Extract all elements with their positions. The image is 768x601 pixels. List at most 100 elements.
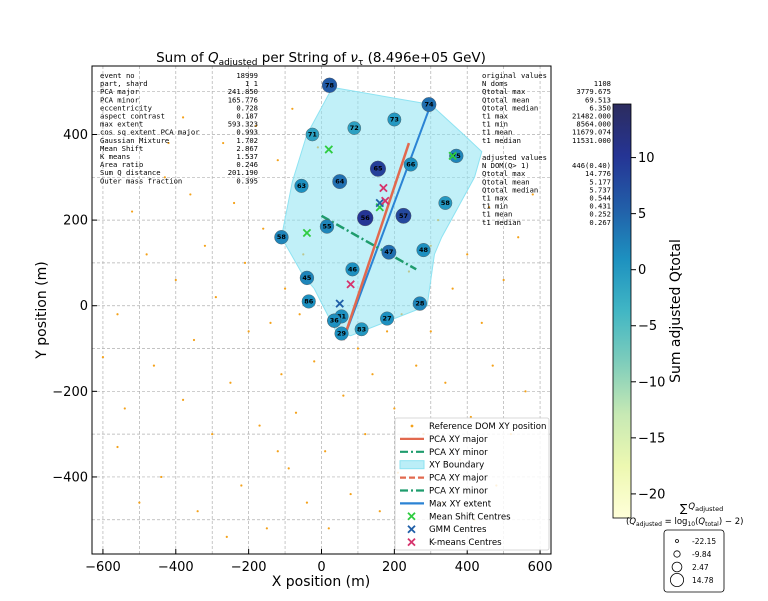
string-markers: 7874737271756566646358555657584748464537… bbox=[274, 77, 464, 341]
legend-label: Max XY extent bbox=[429, 499, 492, 509]
info-key: Outer mass fraction bbox=[100, 176, 182, 185]
legend-label: Mean Shift Centres bbox=[429, 512, 511, 522]
size-legend-entries: -22.15 -9.84 2.47 14.78 bbox=[670, 537, 716, 588]
info-value: 18999 bbox=[236, 71, 258, 80]
reference-dom-point bbox=[222, 141, 225, 145]
reference-dom-point bbox=[232, 201, 236, 205]
y-axis-label: Y position (m) bbox=[34, 261, 50, 359]
reference-dom-point bbox=[415, 364, 418, 367]
legend-label: PCA XY major bbox=[429, 474, 488, 484]
info-key: PCA minor bbox=[100, 95, 140, 104]
max-xy-extent-line bbox=[342, 104, 432, 341]
x-tick-label: 200 bbox=[382, 560, 407, 575]
string-marker bbox=[387, 112, 402, 127]
info-value: 0.431 bbox=[589, 202, 611, 211]
legend-box bbox=[394, 417, 550, 551]
size-legend-label: -22.15 bbox=[692, 537, 716, 546]
size-legend-circle bbox=[675, 539, 679, 543]
reference-dom-point bbox=[280, 373, 283, 376]
info-key: N DOM(Q> 1) bbox=[482, 161, 530, 170]
reference-dom-point bbox=[181, 398, 185, 401]
reference-dom-point bbox=[480, 321, 483, 324]
x-axis-label: X position (m) bbox=[272, 574, 371, 590]
string-id-label: 86 bbox=[304, 297, 314, 305]
string-id-label: 81 bbox=[337, 312, 347, 320]
size-legend: ∑Qadjusted (Qadjusted = log10(Qtotal) − … bbox=[626, 502, 743, 593]
string-marker bbox=[416, 243, 431, 258]
reference-dom-point bbox=[517, 236, 520, 239]
info-value: 241.850 bbox=[228, 87, 258, 96]
info-key: t1 max bbox=[482, 194, 509, 203]
info-key: K means bbox=[100, 152, 130, 161]
string-id-label: 48 bbox=[419, 246, 429, 254]
reference-dom-point bbox=[265, 527, 268, 530]
string-marker bbox=[299, 270, 315, 286]
colorbar-tick-label: −15 bbox=[638, 431, 665, 446]
reference-dom-point bbox=[313, 360, 316, 363]
legend-label: PCA XY minor bbox=[429, 487, 488, 497]
info-value: 0.252 bbox=[589, 210, 611, 219]
plot-area: 7874737271756566646358555657584748464537… bbox=[52, 65, 552, 575]
x-tick-label: −200 bbox=[231, 560, 267, 575]
reference-dom-point bbox=[225, 535, 228, 538]
y-tick-label: 0 bbox=[80, 299, 88, 314]
info-value: 1.537 bbox=[236, 152, 258, 161]
string-id-label: 47 bbox=[384, 248, 393, 256]
string-marker bbox=[403, 157, 418, 172]
info-key: aspect contrast bbox=[100, 112, 165, 121]
y-tick-label: 200 bbox=[63, 214, 88, 229]
reference-dom-point bbox=[371, 373, 374, 376]
reference-dom-point bbox=[531, 193, 534, 196]
reference-dom-point bbox=[356, 347, 360, 350]
reference-dom-point bbox=[243, 261, 247, 265]
string-marker bbox=[347, 121, 362, 135]
info-key: t1 max bbox=[482, 112, 509, 121]
string-id-label: 73 bbox=[390, 116, 399, 124]
string-id-label: 57 bbox=[399, 212, 408, 220]
info-key: t1 median bbox=[482, 136, 521, 145]
reference-dom-point bbox=[451, 287, 454, 290]
info-key: Sum Q distance bbox=[100, 168, 161, 177]
reference-dom-point bbox=[214, 296, 217, 299]
string-id-label: 27 bbox=[383, 315, 392, 323]
reference-dom-point bbox=[291, 107, 294, 110]
legend-label: PCA XY major bbox=[429, 435, 488, 445]
string-id-label: 78 bbox=[325, 81, 335, 89]
reference-dom-point bbox=[262, 227, 265, 230]
string-id-label: 46 bbox=[348, 265, 358, 273]
string-marker bbox=[412, 296, 427, 311]
string-marker bbox=[332, 174, 348, 189]
info-key: t1 median bbox=[482, 218, 521, 227]
reference-dom-point bbox=[240, 484, 243, 487]
reference-dom-point bbox=[160, 475, 163, 479]
reference-dom-point bbox=[254, 124, 258, 128]
info-value: 0.395 bbox=[236, 176, 258, 185]
info-value: 2.867 bbox=[236, 144, 258, 153]
colorbar-tick-label: 0 bbox=[638, 263, 646, 278]
reference-dom-point bbox=[101, 355, 105, 359]
size-legend-label: 2.47 bbox=[692, 563, 709, 572]
info-key: Qtotal mean bbox=[482, 95, 530, 104]
size-legend-label: 14.78 bbox=[692, 576, 714, 585]
string-marker bbox=[395, 207, 412, 224]
info-value: 11679.074 bbox=[572, 128, 611, 137]
colorbar-tick-label: −20 bbox=[638, 487, 665, 502]
colorbar-ticks: −20 −15 −10 −5 0 5 10 bbox=[631, 151, 665, 502]
mean-shift-centre bbox=[448, 151, 457, 161]
string-id-label: 66 bbox=[406, 160, 416, 168]
string-id-label: 83 bbox=[357, 325, 366, 333]
reference-dom-point bbox=[145, 253, 148, 256]
string-marker bbox=[421, 97, 437, 112]
string-marker bbox=[369, 160, 386, 177]
string-marker bbox=[354, 322, 369, 337]
info-value: 14.776 bbox=[585, 169, 611, 178]
string-marker bbox=[294, 178, 309, 193]
info-header: adjusted values bbox=[482, 153, 547, 162]
x-tick-label: 400 bbox=[455, 560, 480, 575]
reference-dom-point bbox=[258, 424, 261, 427]
reference-dom-point bbox=[487, 206, 491, 209]
reference-dom-point bbox=[276, 450, 279, 453]
info-value: 21482.000 bbox=[572, 112, 611, 121]
info-value: 593.323 bbox=[228, 120, 258, 129]
